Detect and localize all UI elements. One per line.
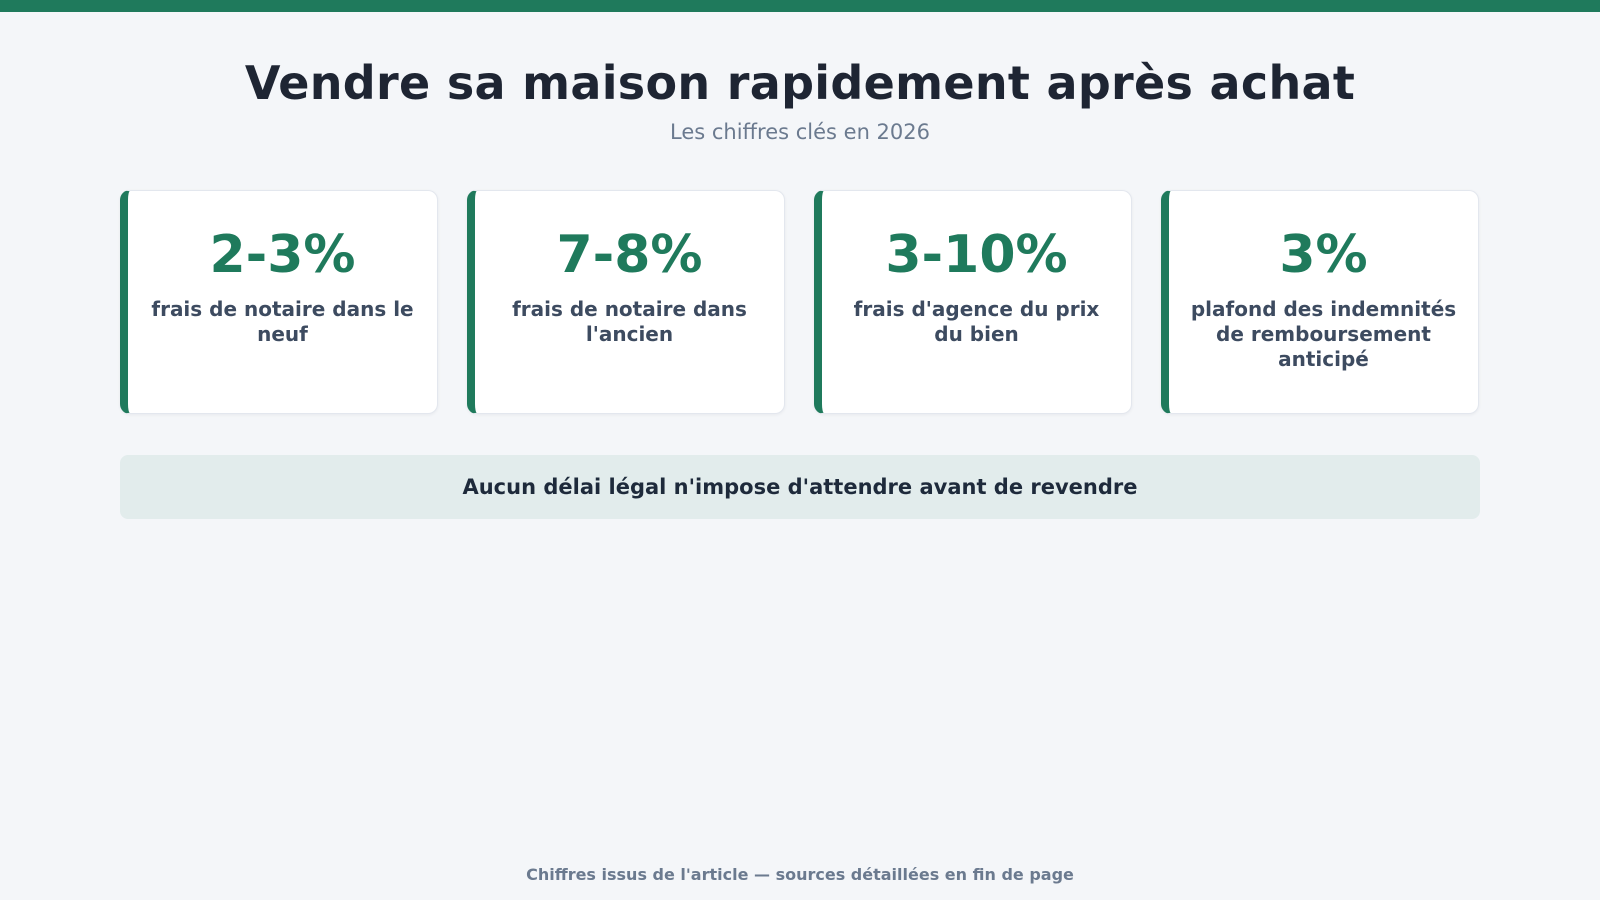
stat-label: frais de notaire dans le neuf	[151, 297, 414, 346]
page-subtitle: Les chiffres clés en 2026	[670, 120, 930, 144]
stat-value: 3%	[1279, 225, 1368, 285]
stat-label: frais de notaire dans l'ancien	[512, 297, 747, 346]
stat-cards: 2-3% frais de notaire dans le neuf 7-8% …	[120, 190, 1480, 414]
page-title: Vendre sa maison rapidement après achat	[244, 56, 1356, 110]
stat-card-agency-fees: 3-10% frais d'agence du prix du bien	[814, 190, 1132, 414]
stat-value: 3-10%	[885, 225, 1068, 285]
top-accent-bar	[0, 0, 1600, 12]
stat-value: 7-8%	[556, 225, 703, 285]
stat-label: plafond des indemnités de remboursement …	[1190, 297, 1457, 371]
stat-value: 2-3%	[209, 225, 356, 285]
stat-label: frais d'agence du prix du bien	[853, 297, 1100, 346]
stat-card-early-repayment: 3% plafond des indemnités de rembourseme…	[1161, 190, 1479, 414]
stat-card-notary-old: 7-8% frais de notaire dans l'ancien	[467, 190, 785, 414]
footer-note: Chiffres issus de l'article — sources dé…	[526, 865, 1074, 884]
key-fact-banner: Aucun délai légal n'impose d'attendre av…	[120, 455, 1480, 519]
stat-card-notary-new: 2-3% frais de notaire dans le neuf	[120, 190, 438, 414]
